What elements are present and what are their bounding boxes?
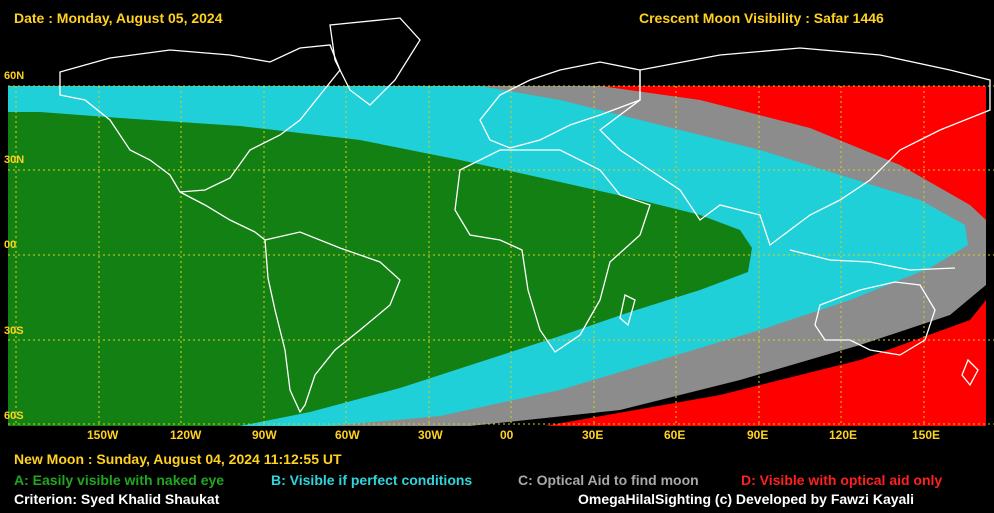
date-label: Date : Monday, August 05, 2024 — [14, 10, 223, 26]
south-america-outline — [264, 231, 401, 414]
legend-zone-a: A: Easily visible with naked eye — [14, 472, 225, 488]
lon-label-120w: 120W — [170, 428, 202, 442]
lon-label-90w: 90W — [252, 428, 277, 442]
lon-label-120e: 120E — [829, 428, 858, 442]
lon-label-60e: 60E — [664, 428, 686, 442]
indonesia-outline — [789, 249, 956, 271]
lat-label-equator: 00 — [4, 239, 17, 251]
lon-label-60w: 60W — [335, 428, 360, 442]
new-zealand-outline — [961, 358, 979, 387]
australia-outline — [814, 281, 936, 356]
lon-label-0: 00 — [500, 428, 514, 442]
greenland-outline — [329, 17, 421, 106]
madagascar-outline — [619, 294, 636, 327]
criterion-label: Criterion: Syed Khalid Shaukat — [14, 491, 220, 507]
lat-label-60s: 60S — [4, 410, 24, 422]
lon-label-150e: 150E — [912, 428, 941, 442]
lon-label-90e: 90E — [747, 428, 769, 442]
zone-d-region — [545, 86, 986, 426]
lon-label-30w: 30W — [418, 428, 443, 442]
asia-outline — [599, 47, 991, 247]
central-america-outline — [179, 191, 266, 241]
legend-zone-c: C: Optical Aid to find moon — [518, 472, 699, 488]
north-america-outline — [59, 44, 341, 193]
new-moon-label: New Moon : Sunday, August 04, 2024 11:12… — [14, 451, 342, 467]
map-title: Crescent Moon Visibility : Safar 1446 — [639, 10, 884, 26]
lat-label-30n: 30N — [4, 154, 25, 166]
legend-zone-d: D: Visible with optical aid only — [741, 472, 943, 488]
lon-label-30e: 30E — [582, 428, 604, 442]
africa-outline — [454, 149, 651, 353]
lat-label-30s: 30S — [4, 325, 24, 337]
legend-zone-b: B: Visible if perfect conditions — [271, 472, 473, 488]
credit-label: OmegaHilalSighting (c) Developed by Fawz… — [578, 491, 915, 507]
coastlines — [59, 17, 991, 414]
lon-label-150w: 150W — [87, 428, 119, 442]
lat-label-60n: 60N — [4, 70, 25, 82]
